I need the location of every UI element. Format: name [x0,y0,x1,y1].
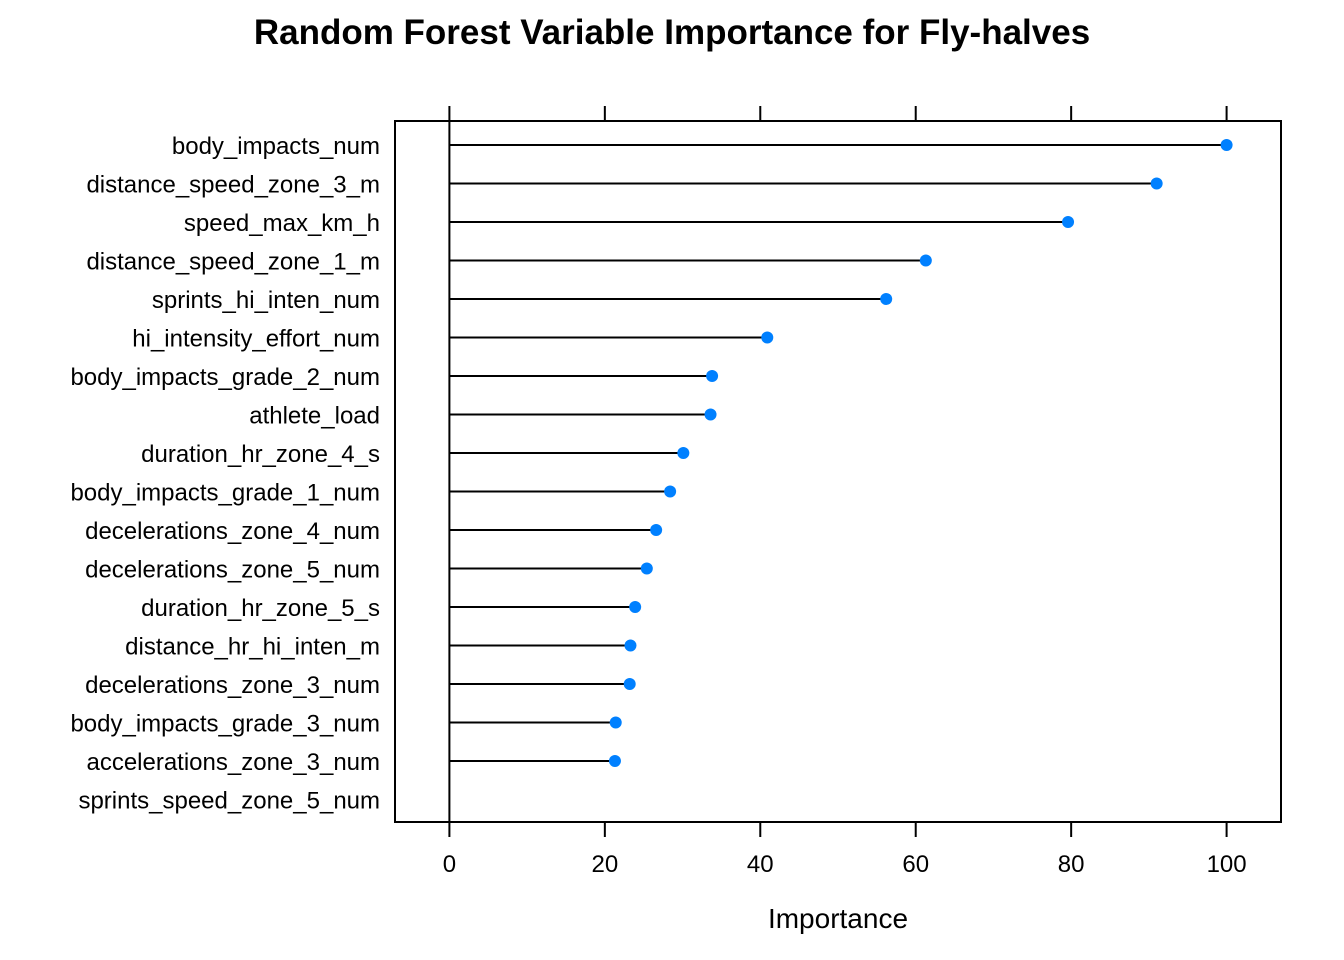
category-label: distance_hr_hi_inten_m [125,634,380,661]
x-tick-label: 60 [902,851,929,878]
category-label: decelerations_zone_5_num [85,557,380,584]
data-point [664,485,677,498]
data-point [919,254,932,267]
x-axis-title: Importance [768,903,908,934]
lollipop-points [608,139,1233,767]
data-point [640,562,653,575]
category-label: speed_max_km_h [184,210,380,237]
data-point [677,447,690,459]
x-tick-label: 20 [591,851,618,878]
category-label: distance_speed_zone_1_m [86,249,380,276]
data-point [880,293,893,305]
data-point [704,408,717,421]
data-point [1150,177,1163,190]
x-tick-label: 80 [1058,851,1085,878]
category-label: sprints_speed_zone_5_num [78,788,380,815]
data-point [1062,216,1075,228]
axis-ticks [448,106,1228,837]
category-label: distance_speed_zone_3_m [86,172,380,199]
x-axis-tick-labels: 0 20 40 60 80 100 [443,851,1247,878]
category-label: athlete_load [249,403,380,430]
category-label: body_impacts_grade_1_num [70,480,380,507]
data-point [629,601,642,613]
data-point [624,639,637,652]
data-point [608,755,621,767]
category-label: sprints_hi_inten_num [152,287,380,314]
y-axis-category-labels: body_impacts_num distance_speed_zone_3_ms… [70,133,380,815]
data-point [1220,139,1233,151]
chart-title: Random Forest Variable Importance for Fl… [254,13,1090,52]
data-point [761,331,774,344]
plot-frame [394,120,1282,823]
category-label: hi_intensity_effort_num [132,326,380,353]
data-point [623,678,636,690]
lollipop-stems [449,144,1227,762]
category-label: decelerations_zone_4_num [85,518,380,545]
data-point [609,716,622,729]
data-point [650,524,663,536]
category-label: body_impacts_grade_3_num [70,711,380,738]
data-point [706,370,719,382]
category-label: decelerations_zone_3_num [85,672,380,699]
category-label: body_impacts_num [172,133,380,160]
category-label: accelerations_zone_3_num [86,749,380,776]
category-label: duration_hr_zone_4_s [141,441,380,468]
x-tick-label: 40 [747,851,774,878]
x-tick-label: 100 [1207,851,1247,878]
x-tick-label: 0 [443,851,456,878]
category-label: body_impacts_grade_2_num [70,364,380,391]
category-label: duration_hr_zone_5_s [141,595,380,622]
